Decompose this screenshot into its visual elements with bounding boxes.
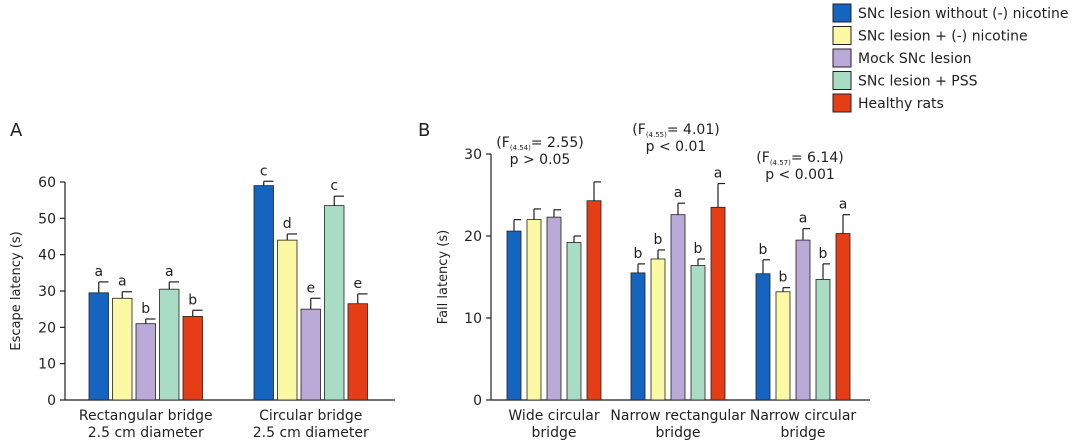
bar <box>347 303 368 401</box>
f-label: (F <box>632 122 646 138</box>
bar <box>670 214 686 401</box>
bar <box>135 323 156 401</box>
legend-swatch <box>832 71 852 90</box>
significance-label: a <box>674 185 683 201</box>
y-tick-label: 0 <box>473 393 482 409</box>
x-category-label: 2.5 cm diameter <box>253 425 369 441</box>
significance-label: a <box>94 264 103 280</box>
y-tick-label: 30 <box>38 284 56 300</box>
y-tick-label: 20 <box>464 229 482 245</box>
f-label: (F <box>496 135 510 151</box>
y-tick-label: 60 <box>38 175 56 191</box>
significance-label: b <box>779 270 788 286</box>
significance-label: a <box>799 211 808 227</box>
legend-swatch <box>832 48 852 68</box>
panel-letter: A <box>10 120 23 141</box>
f-statistic: (F(4.54)= 2.55) <box>496 135 583 152</box>
significance-label: b <box>759 242 768 258</box>
y-axis-label: Fall latency (s) <box>436 230 451 324</box>
significance-label: a <box>165 264 174 280</box>
f-degrees-of-freedom: (4.54) <box>510 144 531 152</box>
y-tick-label: 0 <box>47 393 56 409</box>
significance-label: e <box>353 276 362 292</box>
f-degrees-of-freedom: (4.55) <box>646 131 667 139</box>
legend-label: SNc lesion + (-) nicotine <box>858 29 1028 45</box>
bar <box>630 272 646 401</box>
significance-label: c <box>330 178 338 194</box>
significance-label: b <box>188 292 197 308</box>
significance-label: a <box>714 166 723 182</box>
bar <box>690 265 706 401</box>
bar <box>112 297 133 401</box>
bar <box>835 233 851 401</box>
y-tick-label: 20 <box>38 320 56 336</box>
significance-label: b <box>654 232 663 248</box>
bar <box>775 291 791 401</box>
significance-label: b <box>694 241 703 257</box>
bar <box>650 258 666 401</box>
p-value: p < 0.01 <box>646 139 707 155</box>
y-tick-label: 30 <box>464 147 482 163</box>
y-axis-label: Escape latency (s) <box>9 231 24 350</box>
bar <box>795 239 811 401</box>
bar <box>253 185 274 401</box>
x-category-label: bridge <box>532 425 577 441</box>
bar <box>88 292 109 401</box>
x-category-label: Narrow rectangular <box>610 408 745 424</box>
bar <box>182 316 203 401</box>
significance-label: a <box>118 274 127 290</box>
p-value: p < 0.001 <box>765 167 835 183</box>
bar <box>815 279 831 401</box>
f-statistic: (F(4.55)= 4.01) <box>632 122 719 139</box>
legend-label: Healthy rats <box>858 96 944 112</box>
x-category-label: Rectangular bridge <box>79 408 213 424</box>
f-value: = 2.55) <box>531 135 584 151</box>
x-category-label: bridge <box>656 425 701 441</box>
bar <box>566 242 582 401</box>
p-value: p > 0.05 <box>510 152 571 168</box>
y-tick-label: 10 <box>38 357 56 373</box>
legend-swatch <box>832 26 852 45</box>
significance-label: e <box>306 280 315 296</box>
panel-letter: B <box>418 120 430 141</box>
bar <box>506 230 522 401</box>
x-category-label: Circular bridge <box>259 408 362 424</box>
legend-label: SNc lesion without (-) nicotine <box>858 6 1068 22</box>
legend: SNc lesion without (-) nicotine SNc lesio… <box>832 3 1068 113</box>
x-category-label: bridge <box>781 425 826 441</box>
significance-label: c <box>260 163 268 179</box>
bar <box>586 200 602 401</box>
bar <box>755 273 771 401</box>
x-category-label: Wide circular <box>508 408 599 424</box>
f-statistic: (F(4.57)= 6.14) <box>756 150 843 167</box>
significance-label: d <box>283 216 292 232</box>
significance-label: b <box>634 246 643 262</box>
bar <box>546 216 562 401</box>
bar <box>526 219 542 401</box>
bar <box>159 288 180 401</box>
legend-swatch <box>832 3 852 23</box>
bar <box>710 206 726 401</box>
x-category-label: 2.5 cm diameter <box>88 425 204 441</box>
significance-label: b <box>819 246 828 262</box>
legend-label: Mock SNc lesion <box>858 51 972 67</box>
f-value: = 4.01) <box>667 122 720 138</box>
x-category-label: Narrow circular <box>750 408 857 424</box>
legend-label: SNc lesion + PSS <box>858 74 978 90</box>
f-degrees-of-freedom: (4.57) <box>770 159 791 167</box>
f-label: (F <box>756 150 770 166</box>
y-tick-label: 40 <box>38 248 56 264</box>
bar <box>277 239 298 401</box>
y-tick-label: 10 <box>464 311 482 327</box>
significance-label: a <box>839 197 848 213</box>
bar <box>324 205 345 401</box>
legend-swatch <box>832 93 852 113</box>
significance-label: b <box>141 301 150 317</box>
f-value: = 6.14) <box>791 150 844 166</box>
y-tick-label: 50 <box>38 211 56 227</box>
bar <box>300 308 321 401</box>
